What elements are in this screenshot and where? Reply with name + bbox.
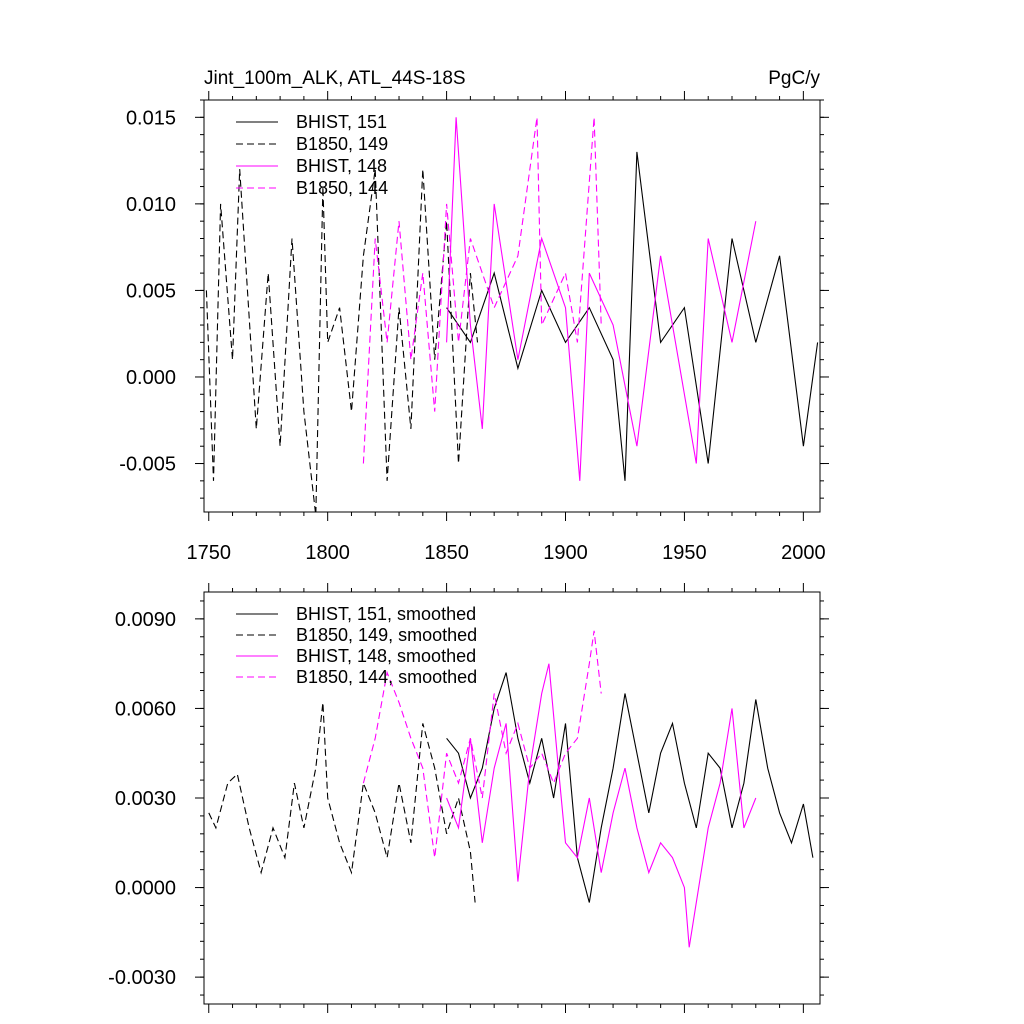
y-tick-label: -0.005 [119,454,176,476]
legend-label-4: B1850, 144, smoothed [296,667,477,687]
panel1-title: Jint_100m_ALK, ATL_44S-18S [204,68,466,89]
plot-frame [203,99,821,513]
legend-label-2: B1850, 149, smoothed [296,625,477,645]
legend-label-1: BHIST, 151 [296,112,387,132]
legend-label-4: B1850, 144 [296,178,388,198]
panel1-units: PgC/y [768,68,820,89]
legend-label-3: BHIST, 148 [296,156,387,176]
panel2: -0.0030 0.0000 0.0030 0.0060 0.0090 BHIST, 15… [108,583,829,1013]
series-line-1 [446,151,819,481]
series-line-1 [446,672,814,903]
x-tick-label: 1850 [424,542,469,564]
x-tick-label: 1750 [187,542,232,564]
x-tick-label: 1950 [662,542,707,564]
y-tick-label: -0.0030 [108,967,176,989]
series-line-3 [446,117,757,481]
legend-label-2: B1850, 149 [296,134,388,154]
x-tick-label: 1800 [305,542,350,564]
y-tick-label: 0.0000 [115,878,176,900]
y-tick-label: 0.0060 [115,698,176,720]
y-tick-label: 0.0090 [115,609,176,631]
y-tick-label: 0.005 [126,280,176,302]
y-tick-label: 0.015 [126,107,176,129]
series-line-2 [205,169,479,512]
y-tick-label: 0.0030 [115,788,176,810]
y-tick-label: 0.000 [126,367,176,389]
x-tick-label: 2000 [781,542,826,564]
x-tick-label: 1900 [543,542,588,564]
series-line-2 [208,702,476,903]
series-line-3 [446,663,757,948]
y-tick-label: 0.010 [126,194,176,216]
legend-label-3: BHIST, 148, smoothed [296,646,476,666]
panel1: 1750 1800 1850 1900 1950 2000 -0.005 0.000 0.005… [119,91,829,564]
legend-label-1: BHIST, 151, smoothed [296,604,476,624]
series-line-4 [362,117,602,464]
